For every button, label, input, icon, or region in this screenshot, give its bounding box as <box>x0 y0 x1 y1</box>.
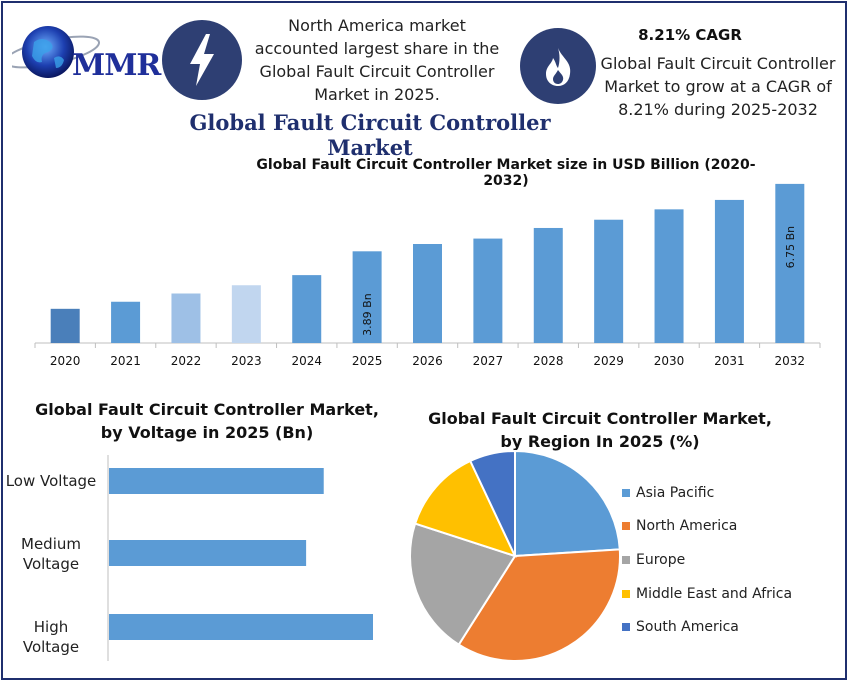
x-tick-label: 2024 <box>291 354 322 368</box>
x-tick-label: 2023 <box>231 354 262 368</box>
x-tick-label: 2031 <box>714 354 745 368</box>
voltage-category-line: Medium <box>21 535 81 553</box>
voltage-title-line: by Voltage in 2025 (Bn) <box>100 423 314 442</box>
x-tick-label: 2021 <box>110 354 141 368</box>
bar-2029 <box>594 219 624 343</box>
info2-line: Global Fault Circuit Controller <box>600 54 836 73</box>
region-pie-chart <box>409 449 621 662</box>
info1-line: Global Fault Circuit Controller <box>259 62 495 81</box>
bar-2028 <box>533 227 563 343</box>
legend-label: Middle East and Africa <box>636 585 793 602</box>
main-title: Global Fault Circuit Controller Market <box>189 110 551 160</box>
x-tick-label: 2026 <box>412 354 443 368</box>
voltage-chart-title: Global Fault Circuit Controller Market, … <box>20 398 394 444</box>
bar-2025 <box>352 251 382 343</box>
bar-2031 <box>714 199 744 343</box>
voltage-category-label: High Voltage <box>4 617 98 657</box>
market-size-bar-chart: 2020 2021 2022 2023 2024 2025 3.89 Bn 2026 2027 2… <box>34 183 821 368</box>
voltage-category-line: High Voltage <box>22 618 80 656</box>
voltage-category-label: Medium Voltage <box>4 534 98 574</box>
data-label: 6.75 Bn <box>784 226 797 269</box>
flame-icon <box>520 28 596 104</box>
region-title-line: Global Fault Circuit Controller Market, <box>428 409 772 428</box>
legend-item: South America <box>622 610 792 644</box>
voltage-category-line: Low Voltage <box>5 472 97 490</box>
region-legend: Asia Pacific North America Europe Middle… <box>622 476 792 644</box>
lightning-icon <box>162 20 242 100</box>
info1-line: North America market <box>288 16 466 35</box>
bar-2024 <box>292 275 322 343</box>
legend-swatch <box>622 589 630 598</box>
north-america-info: North America market accounted largest s… <box>252 14 502 106</box>
bar-2026 <box>413 244 442 343</box>
x-tick-label: 2027 <box>473 354 504 368</box>
legend-label: South America <box>636 619 739 636</box>
bar-2020 <box>50 308 80 343</box>
x-tick-label: 2029 <box>593 354 624 368</box>
bar-2030 <box>654 209 684 343</box>
voltage-bar-high-voltage <box>109 614 373 640</box>
bar-2023 <box>231 285 261 343</box>
legend-label: Europe <box>636 551 686 568</box>
x-tick-label: 2032 <box>775 354 806 368</box>
pie-slice-south-america <box>468 449 516 557</box>
bar-2021 <box>111 301 141 343</box>
pie-slice-asia-pacific <box>514 449 621 558</box>
legend-item: Middle East and Africa <box>622 577 792 611</box>
legend-swatch <box>622 555 630 564</box>
legend-item: Europe <box>622 543 792 577</box>
legend-label: Asia Pacific <box>636 484 715 501</box>
info2-line: Market to grow at a CAGR of <box>604 77 832 96</box>
globe-logo-icon <box>12 26 101 78</box>
info1-line: accounted largest share in the <box>254 39 500 58</box>
region-title-line: by Region In 2025 (%) <box>500 432 700 451</box>
voltage-category-line: Voltage <box>22 555 80 573</box>
info1-line: Market in 2025. <box>314 85 440 104</box>
bar-2032 <box>775 183 805 343</box>
bar-2027 <box>473 238 503 343</box>
voltage-bar-medium-voltage <box>109 540 307 566</box>
voltage-bar-low-voltage <box>109 468 324 494</box>
pie-slice-europe <box>409 522 517 647</box>
cagr-title: 8.21% CAGR <box>638 26 742 44</box>
voltage-title-line: Global Fault Circuit Controller Market, <box>35 400 379 419</box>
legend-item: North America <box>622 510 792 544</box>
pie-slice-north-america <box>457 548 621 662</box>
legend-swatch <box>622 522 630 531</box>
x-tick-label: 2030 <box>654 354 685 368</box>
bar-2022 <box>171 293 201 343</box>
logo-text: MMR <box>72 48 161 83</box>
data-label: 3.89 Bn <box>361 293 374 336</box>
pie-slice-middle-east-and-africa <box>413 459 517 558</box>
voltage-category-label: Low Voltage <box>4 471 98 491</box>
cagr-info: Global Fault Circuit Controller Market t… <box>600 52 836 121</box>
region-chart-title: Global Fault Circuit Controller Market, … <box>428 407 772 453</box>
legend-item: Asia Pacific <box>622 476 792 510</box>
legend-label: North America <box>636 518 738 535</box>
x-tick-label: 2025 <box>352 354 383 368</box>
legend-swatch <box>622 488 630 497</box>
market-size-chart-title: Global Fault Circuit Controller Market s… <box>256 157 756 189</box>
x-tick-label: 2020 <box>50 354 81 368</box>
x-tick-label: 2022 <box>171 354 202 368</box>
x-tick-label: 2028 <box>533 354 564 368</box>
info2-line: 8.21% during 2025-2032 <box>618 100 818 119</box>
legend-swatch <box>622 623 630 632</box>
voltage-bar-chart <box>107 455 373 661</box>
